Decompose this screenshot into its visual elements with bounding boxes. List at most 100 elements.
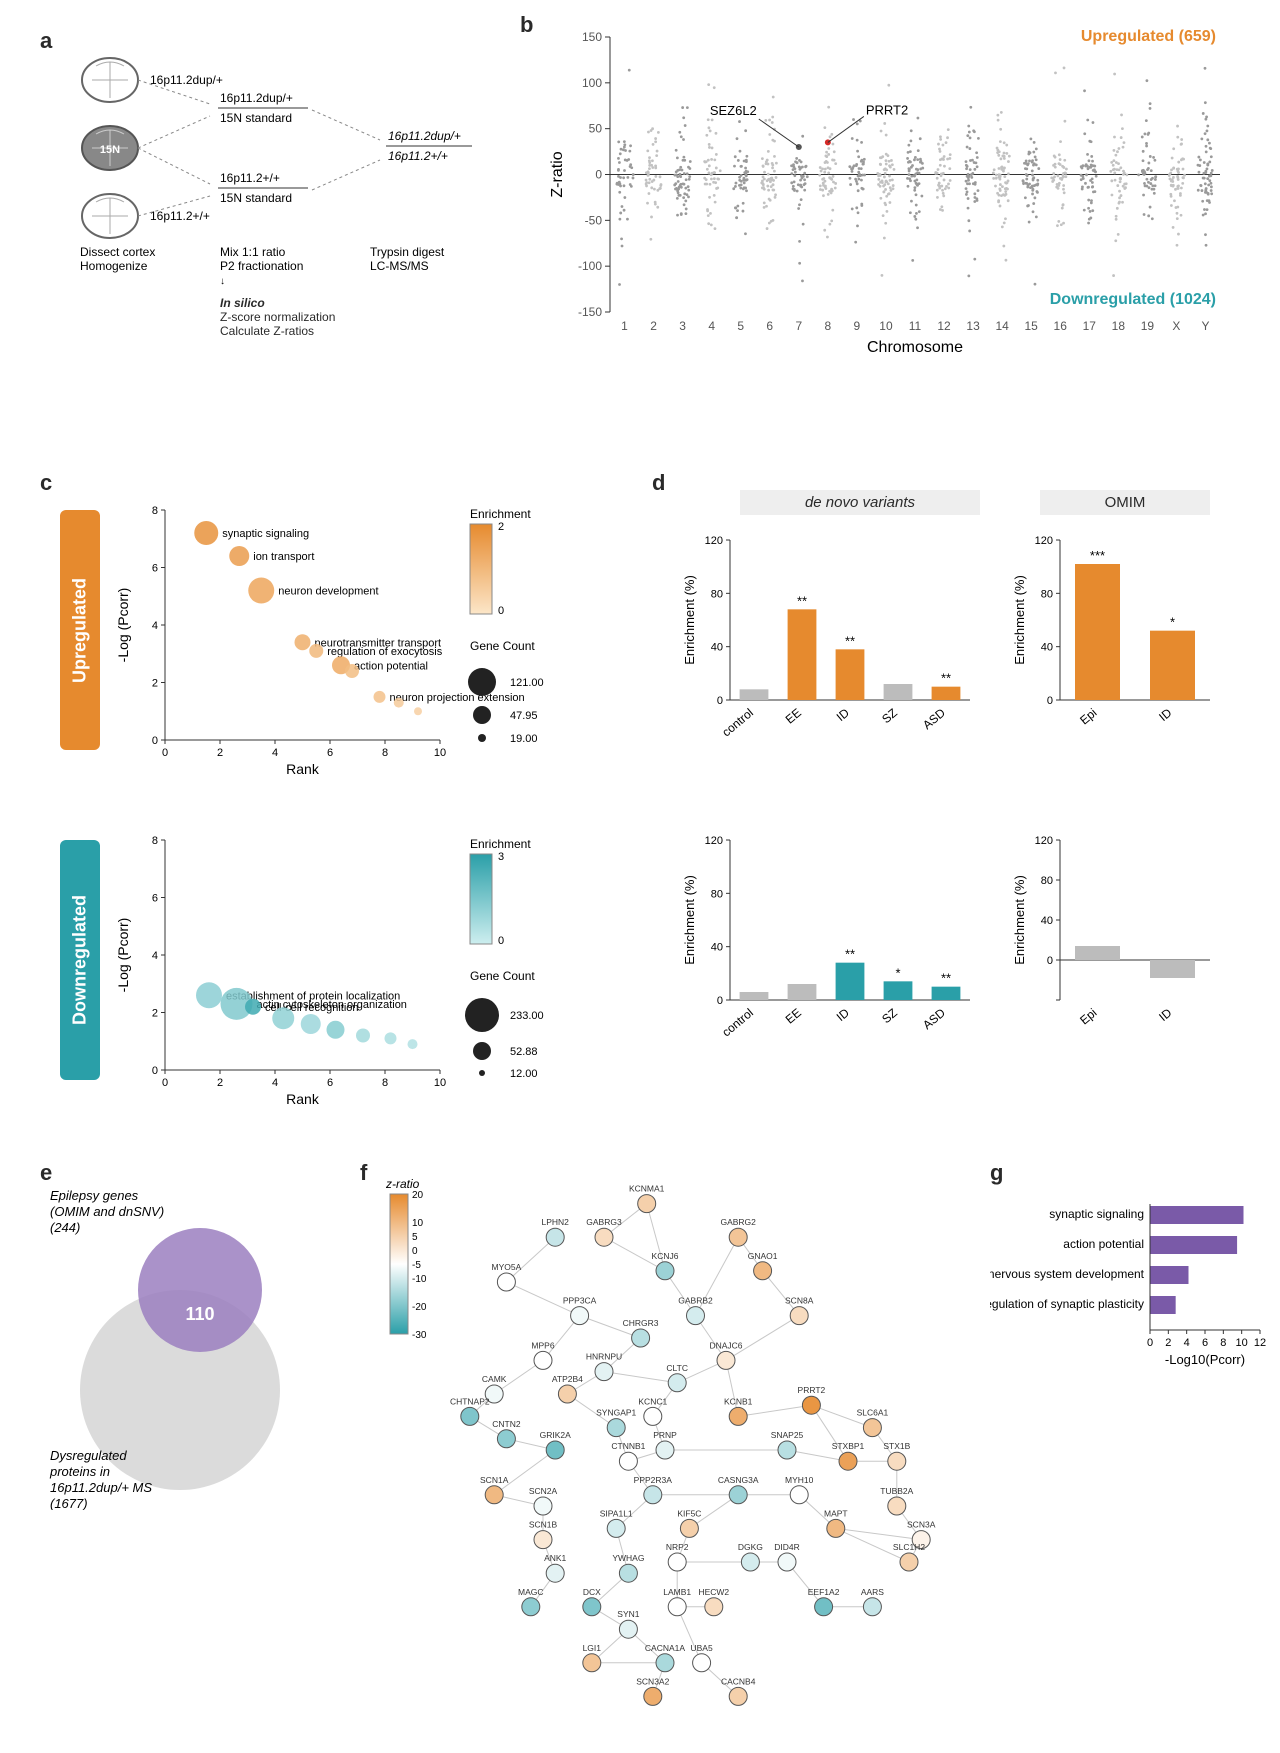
svg-text:SZ: SZ (879, 706, 900, 727)
svg-text:47.95: 47.95 (510, 710, 538, 722)
svg-text:ASD: ASD (920, 1005, 948, 1032)
panel-g-barchart: synaptic signalingaction potentialnervou… (990, 1190, 1270, 1370)
svg-text:6: 6 (327, 747, 333, 759)
svg-text:10: 10 (412, 1218, 424, 1229)
svg-text:ion transport: ion transport (253, 551, 314, 563)
svg-text:MAPT: MAPT (824, 1508, 848, 1518)
svg-text:SCN1A: SCN1A (480, 1475, 509, 1485)
svg-text:UBA5: UBA5 (690, 1643, 712, 1653)
svg-text:Enrichment (%): Enrichment (%) (682, 875, 697, 965)
svg-text:0: 0 (162, 1077, 168, 1089)
svg-text:4: 4 (272, 747, 278, 759)
svg-text:control: control (719, 706, 756, 740)
svg-text:-100: -100 (578, 259, 602, 273)
svg-text:-30: -30 (412, 1330, 427, 1341)
svg-text:CLTC: CLTC (666, 1363, 688, 1373)
svg-text:Enrichment (%): Enrichment (%) (1012, 875, 1027, 965)
svg-text:GABRG3: GABRG3 (586, 1217, 622, 1227)
svg-text:2: 2 (217, 1077, 223, 1089)
svg-text:Mix 1:1 ratio: Mix 1:1 ratio (220, 245, 286, 259)
svg-text:↓: ↓ (220, 276, 225, 287)
svg-text:8: 8 (152, 505, 158, 517)
svg-text:2: 2 (152, 1008, 158, 1020)
svg-text:SYNGAP1: SYNGAP1 (596, 1408, 636, 1418)
svg-text:6: 6 (152, 563, 158, 575)
svg-text:Y: Y (1201, 319, 1209, 333)
svg-text:0: 0 (498, 605, 504, 617)
svg-text:P2 fractionation: P2 fractionation (220, 259, 303, 273)
panel-b-label: b (520, 12, 533, 38)
svg-text:-20: -20 (412, 1302, 427, 1313)
svg-text:KCNMA1: KCNMA1 (629, 1184, 665, 1194)
svg-text:-Log10(Pcorr): -Log10(Pcorr) (1165, 1352, 1245, 1367)
svg-text:SCN2A: SCN2A (529, 1486, 558, 1496)
svg-text:5: 5 (412, 1232, 418, 1243)
panel-d-label: d (652, 470, 665, 496)
svg-text:Enrichment (%): Enrichment (%) (682, 575, 697, 665)
svg-text:proteins in: proteins in (49, 1464, 110, 1479)
svg-text:16: 16 (1054, 319, 1068, 333)
panel-a-diagram: 16p11.2dup/+ 15N 16p11.2+/+ 16p11.2dup/+… (60, 40, 480, 300)
svg-text:2: 2 (650, 319, 657, 333)
svg-text:GABRB2: GABRB2 (678, 1296, 713, 1306)
svg-text:Enrichment: Enrichment (470, 507, 531, 521)
svg-text:CAMK: CAMK (482, 1374, 507, 1384)
svg-text:80: 80 (711, 588, 723, 600)
svg-text:nervous system development: nervous system development (990, 1267, 1145, 1281)
svg-text:10: 10 (434, 1077, 446, 1089)
svg-text:Dysregulated: Dysregulated (50, 1448, 127, 1463)
svg-text:40: 40 (1041, 642, 1053, 654)
svg-text:9: 9 (854, 319, 861, 333)
svg-text:DID4R: DID4R (774, 1542, 800, 1552)
svg-text:0: 0 (152, 735, 158, 747)
svg-text:SYN1: SYN1 (617, 1609, 639, 1619)
svg-text:0: 0 (412, 1246, 418, 1257)
svg-text:8: 8 (382, 1077, 388, 1089)
svg-text:16p11.2+/+: 16p11.2+/+ (388, 149, 448, 163)
svg-text:SCN8A: SCN8A (785, 1296, 814, 1306)
svg-text:19.00: 19.00 (510, 733, 538, 745)
svg-text:6: 6 (766, 319, 773, 333)
svg-text:-150: -150 (578, 305, 602, 319)
svg-text:SNAP25: SNAP25 (771, 1430, 804, 1440)
svg-text:0: 0 (717, 695, 723, 707)
svg-text:Z-ratio: Z-ratio (549, 151, 566, 197)
svg-text:233.00: 233.00 (510, 1010, 544, 1022)
svg-text:-50: -50 (585, 213, 603, 227)
svg-text:Enrichment (%): Enrichment (%) (1012, 575, 1027, 665)
svg-text:7: 7 (795, 319, 802, 333)
svg-text:action potential: action potential (1063, 1237, 1144, 1251)
svg-text:ASD: ASD (920, 705, 948, 732)
svg-text:120: 120 (705, 835, 723, 847)
panel-a-label: a (40, 28, 52, 54)
svg-text:MYO5A: MYO5A (492, 1262, 522, 1272)
svg-text:-Log (Pcorr): -Log (Pcorr) (115, 918, 131, 993)
svg-text:80: 80 (1041, 875, 1053, 887)
svg-text:ANK1: ANK1 (544, 1553, 566, 1563)
svg-text:EE: EE (783, 706, 804, 727)
svg-text:12.00: 12.00 (510, 1068, 538, 1080)
svg-text:KCNB1: KCNB1 (724, 1396, 753, 1406)
svg-text:MPP6: MPP6 (531, 1340, 554, 1350)
svg-text:-10: -10 (412, 1274, 427, 1285)
svg-text:action potential: action potential (354, 660, 428, 672)
svg-text:0: 0 (1047, 695, 1053, 707)
svg-text:2: 2 (498, 521, 504, 533)
panel-e-venn: Epilepsy genes (OMIM and dnSNV) (244) 11… (40, 1180, 320, 1510)
svg-text:40: 40 (1041, 915, 1053, 927)
svg-text:LAMB1: LAMB1 (663, 1587, 691, 1597)
svg-text:Trypsin digest: Trypsin digest (370, 245, 445, 259)
svg-text:SEZ6L2: SEZ6L2 (710, 103, 757, 118)
svg-text:SCN1B: SCN1B (529, 1520, 558, 1530)
svg-text:*: * (895, 965, 900, 980)
svg-text:10: 10 (434, 747, 446, 759)
svg-text:0: 0 (162, 747, 168, 759)
svg-text:11: 11 (909, 319, 922, 333)
svg-text:STX1B: STX1B (883, 1441, 910, 1451)
svg-text:-5: -5 (412, 1260, 421, 1271)
svg-text:6: 6 (1202, 1337, 1208, 1349)
svg-text:16p11.2dup/+: 16p11.2dup/+ (150, 73, 223, 87)
svg-text:6: 6 (327, 1077, 333, 1089)
svg-text:**: ** (797, 593, 807, 608)
svg-text:control: control (719, 1006, 756, 1040)
